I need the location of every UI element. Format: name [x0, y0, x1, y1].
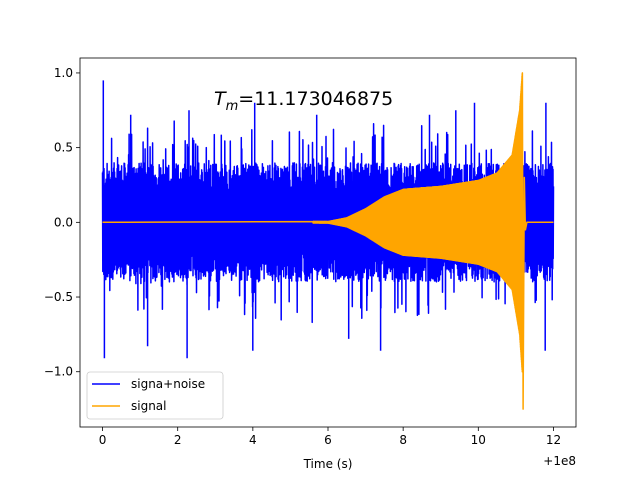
y-tick-label: 0.0	[54, 215, 73, 229]
annotation-subscript: m	[226, 99, 239, 114]
y-tick-label: 1.0	[54, 66, 73, 80]
legend-box	[86, 371, 224, 420]
series-line-signal	[102, 72, 554, 410]
x-tick-label: 8	[399, 433, 407, 447]
y-tick-label: 0.5	[54, 141, 73, 155]
merger-time-annotation: Tm=11.173046875	[214, 88, 393, 114]
annotation-symbol: T	[214, 88, 227, 110]
x-tick-label: 12	[546, 433, 561, 447]
y-axis: −1.0 −0.5 0.0 0.5 1.0	[44, 66, 80, 379]
legend-entry-signa-noise: signa+noise	[131, 377, 205, 391]
plot-area	[101, 72, 555, 410]
legend-entry-signal: signal	[131, 399, 167, 413]
y-tick-label: −1.0	[44, 365, 73, 379]
annotation-value: =11.173046875	[238, 88, 393, 110]
x-tick-label: 6	[324, 433, 332, 447]
x-tick-label: 2	[174, 433, 182, 447]
x-tick-label: 10	[471, 433, 486, 447]
x-tick-label: 4	[249, 433, 257, 447]
x-axis: 0 2 4 6 8 10 12	[99, 427, 561, 447]
y-tick-label: −0.5	[44, 290, 73, 304]
x-axis-offset-label: +1e8	[543, 454, 576, 468]
x-tick-label: 0	[99, 433, 107, 447]
x-axis-label: Time (s)	[303, 457, 353, 471]
series-line-signa-noise	[101, 80, 555, 359]
legend: signa+noise signal	[86, 371, 224, 420]
